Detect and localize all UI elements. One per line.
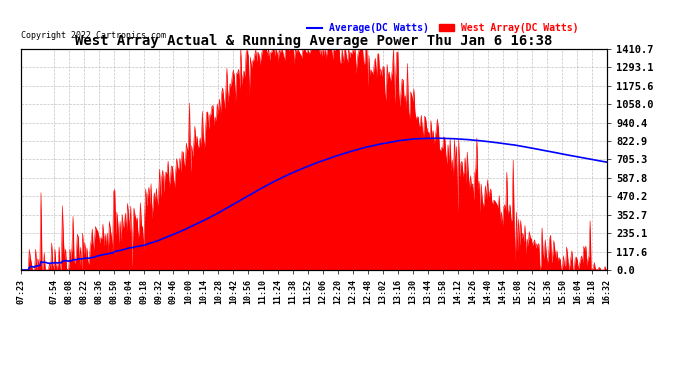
Text: Copyright 2022 Cartronics.com: Copyright 2022 Cartronics.com (21, 31, 166, 40)
Title: West Array Actual & Running Average Power Thu Jan 6 16:38: West Array Actual & Running Average Powe… (75, 33, 553, 48)
Legend: Average(DC Watts), West Array(DC Watts): Average(DC Watts), West Array(DC Watts) (303, 20, 583, 37)
